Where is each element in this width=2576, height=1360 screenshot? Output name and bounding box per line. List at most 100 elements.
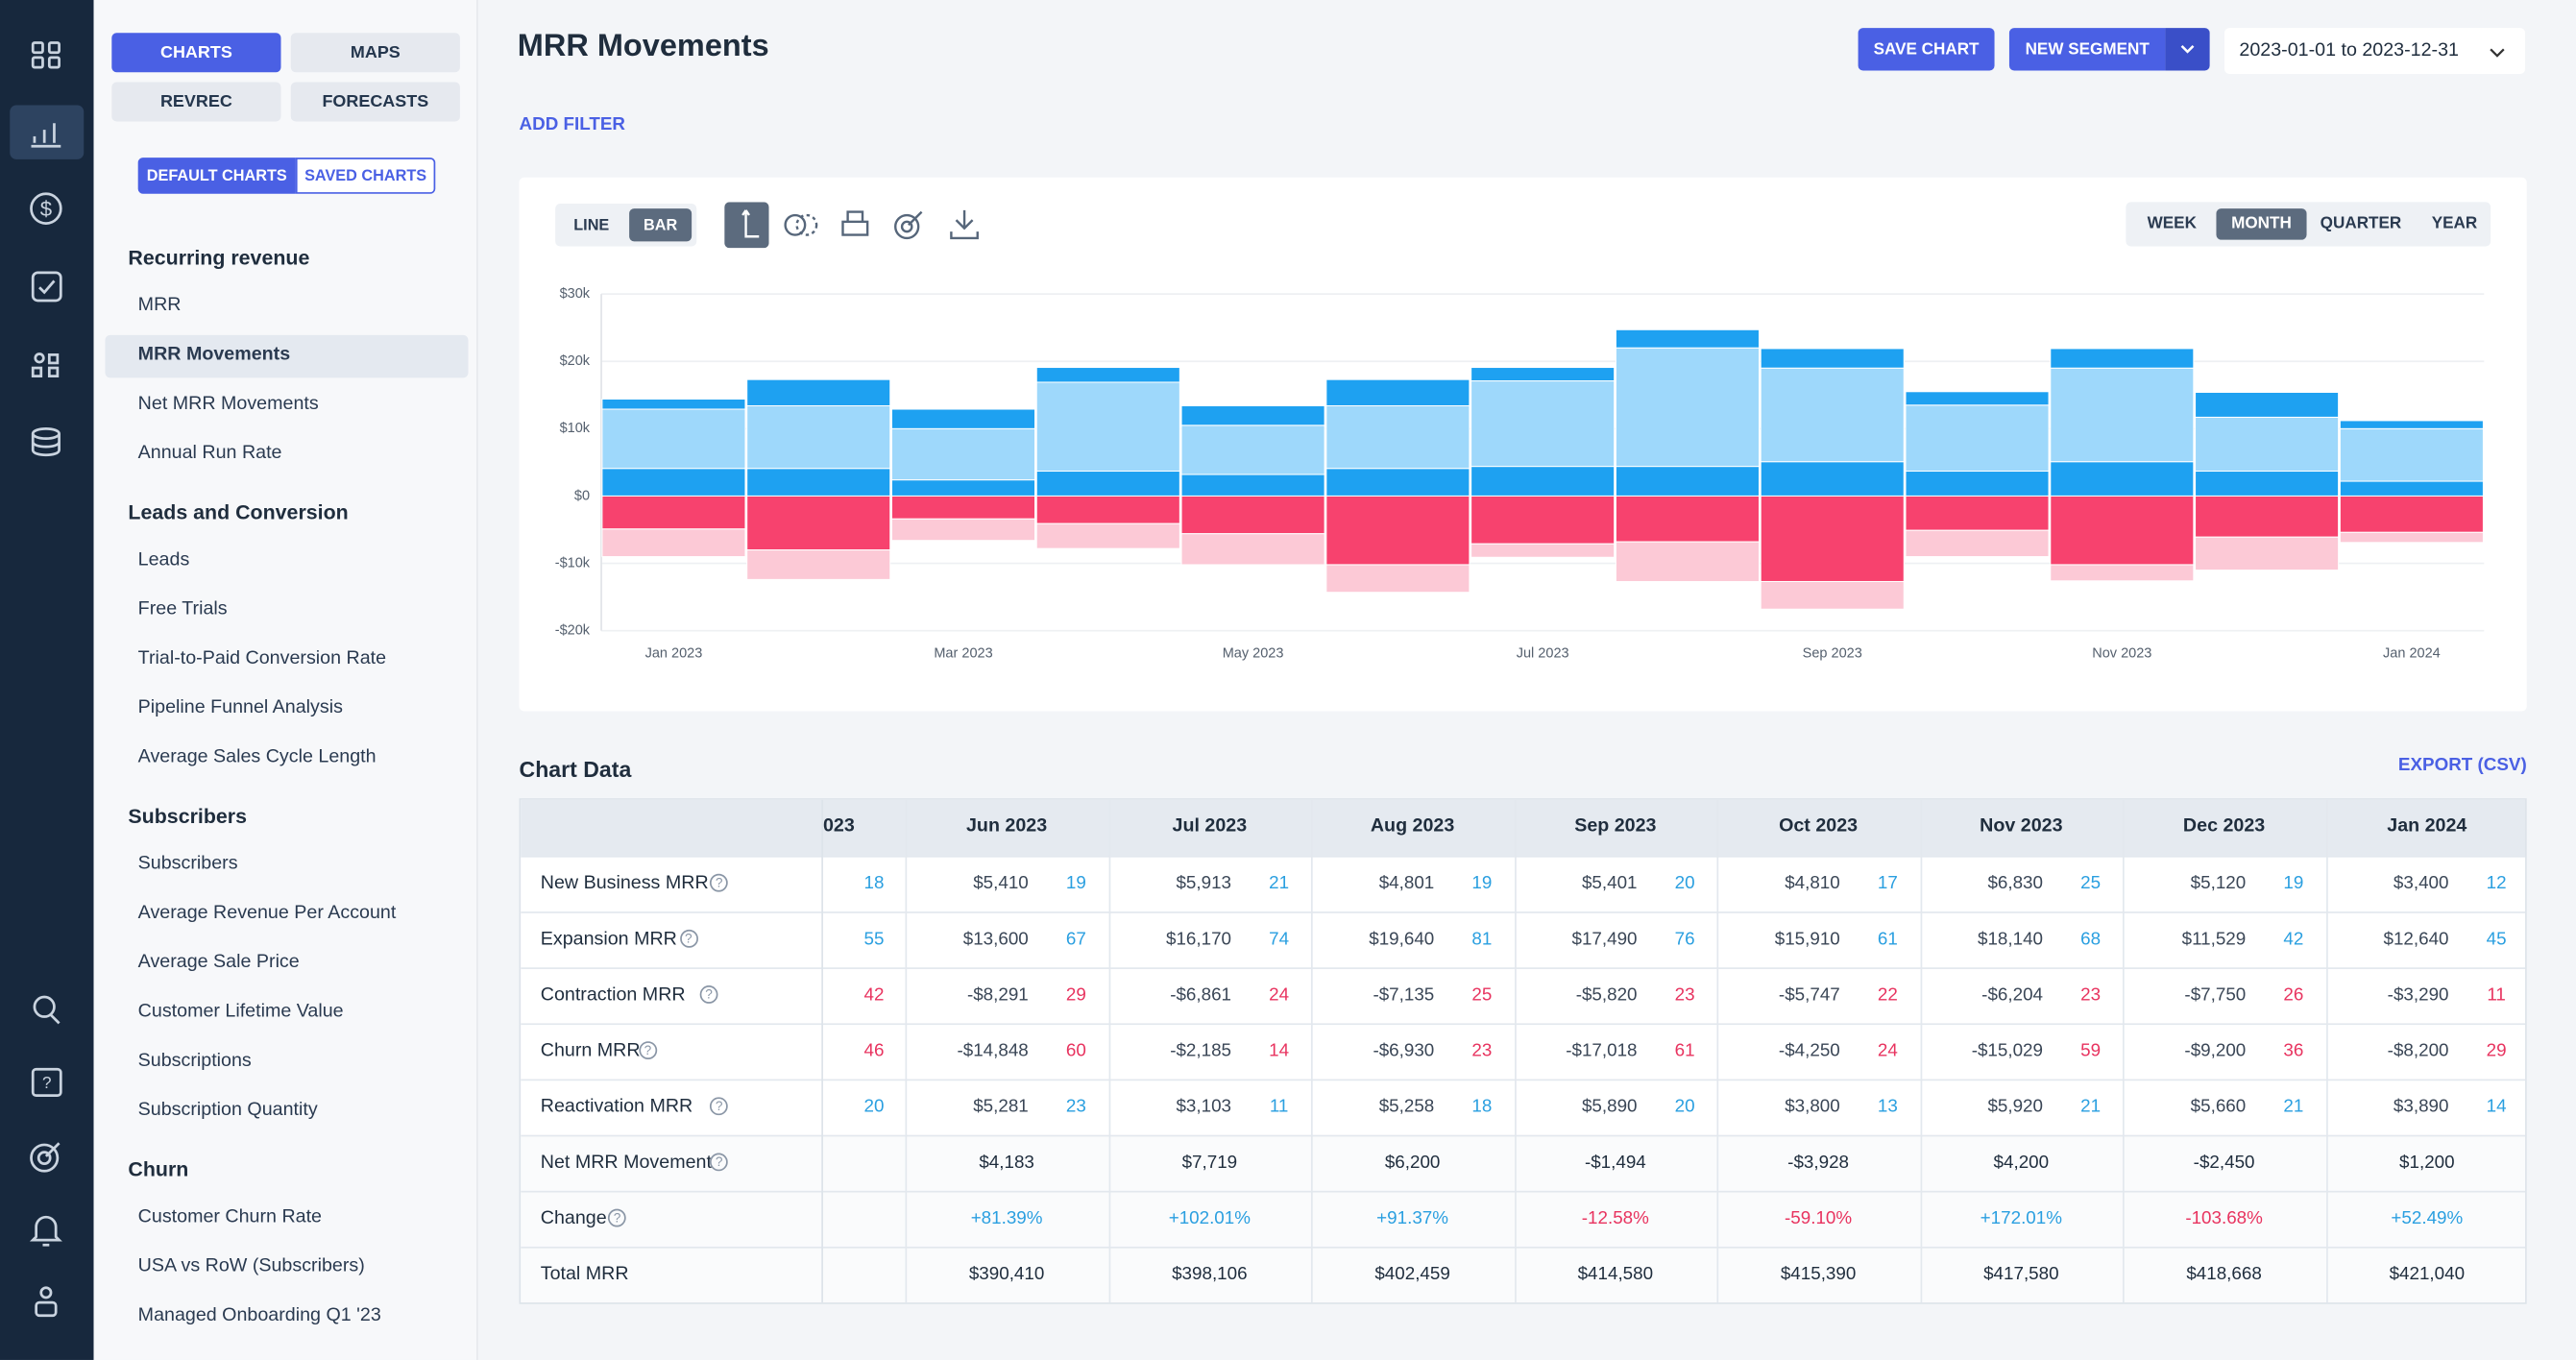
table-row (521, 1079, 2526, 1135)
export-link[interactable]: EXPORT (CSV) (2397, 755, 2527, 776)
cell-amount: $3,103 (1176, 1097, 1232, 1117)
help-icon[interactable]: ? (639, 1041, 657, 1060)
help-icon[interactable]: ? (710, 873, 729, 892)
period-option[interactable]: QUARTER (2320, 215, 2402, 233)
column-header: Dec 2023 (2182, 815, 2266, 837)
revenue-icon[interactable]: $ (30, 192, 62, 225)
row-count: 18 (863, 873, 885, 894)
chevron (2490, 48, 2505, 58)
chart-type-option[interactable]: LINE (573, 215, 610, 234)
row-label: Churn MRR (540, 1041, 641, 1061)
help-icon[interactable]: ? (679, 929, 698, 948)
active-icon-bg (10, 105, 85, 159)
cell-amount: -$8,200 (2387, 1041, 2449, 1061)
cell-count: 29 (2486, 1041, 2507, 1061)
nav-item[interactable]: MRR Movements (137, 345, 291, 365)
charts-icon[interactable] (31, 123, 61, 148)
period-option[interactable]: MONTH (2216, 208, 2307, 240)
column-header: Nov 2023 (1980, 815, 2063, 837)
column-header: Jan 2024 (2387, 815, 2467, 837)
search-icon[interactable] (33, 995, 61, 1025)
data-icon[interactable] (31, 426, 61, 457)
row-label: Total MRR (540, 1264, 629, 1285)
cell-count: 42 (2283, 929, 2304, 950)
nav-item[interactable]: Pipeline Funnel Analysis (137, 697, 343, 718)
nav-item[interactable]: USA vs RoW (Subscribers) (137, 1256, 365, 1276)
cell-value: -$3,928 (1787, 1153, 1850, 1174)
save-chart-button[interactable]: SAVE CHART (1858, 28, 1995, 71)
print-tool[interactable] (841, 210, 869, 236)
goal-tool[interactable] (894, 210, 923, 240)
cell-count: 67 (1065, 929, 1086, 950)
table-row (521, 911, 2526, 968)
segments-icon[interactable] (31, 352, 60, 377)
help-icon[interactable]: ? (710, 1097, 729, 1116)
goals-icon[interactable] (30, 1142, 61, 1173)
cell-amount: $5,401 (1581, 873, 1638, 894)
cell-value: $415,390 (1780, 1264, 1857, 1285)
cell-amount: $6,830 (1987, 873, 2044, 894)
nav-item[interactable]: Net MRR Movements (137, 394, 319, 414)
download-tool[interactable] (950, 209, 979, 240)
column-header: Oct 2023 (1779, 815, 1859, 837)
date-chevron (2488, 41, 2508, 71)
nav-tab[interactable]: CHARTS (111, 33, 281, 73)
cell-count: 17 (1877, 873, 1898, 894)
cell-count: 19 (1471, 873, 1493, 894)
nav-item[interactable]: Customer Churn Rate (137, 1206, 323, 1227)
nav-item[interactable]: MRR (137, 295, 182, 316)
nav-item[interactable]: Subscribers (137, 854, 238, 874)
period-option[interactable]: WEEK (2147, 215, 2197, 233)
add-filter-link[interactable]: ADD FILTER (519, 114, 625, 135)
nav-item[interactable]: Subscriptions (137, 1051, 252, 1071)
nav-tab[interactable]: REVREC (111, 82, 281, 122)
table-row (521, 1190, 2526, 1247)
nav-item[interactable]: Subscription Quantity (137, 1100, 318, 1121)
compare-tool[interactable] (784, 213, 818, 236)
help-icon[interactable]: ? (608, 1208, 627, 1227)
nav-item[interactable]: Annual Run Rate (137, 443, 282, 464)
cell-count: 22 (1877, 985, 1898, 1006)
nav-item[interactable]: Average Revenue Per Account (137, 903, 397, 924)
help-icon[interactable]: ? (699, 985, 718, 1004)
nav-tab[interactable]: FORECASTS (290, 82, 460, 122)
nav-item[interactable]: Customer Lifetime Value (137, 1002, 344, 1022)
cell-amount: -$17,018 (1566, 1041, 1638, 1061)
cell-amount: $4,810 (1785, 873, 1840, 894)
cell-value: $390,410 (968, 1264, 1045, 1285)
cell-amount: $3,800 (1785, 1097, 1840, 1117)
cell-amount: $12,640 (2383, 929, 2449, 950)
help-icon[interactable]: ? (710, 1153, 729, 1172)
chart-list-panel (93, 0, 478, 1360)
cell-amount: -$8,291 (966, 985, 1029, 1006)
profile-icon[interactable] (35, 1286, 58, 1318)
nav-item[interactable]: Average Sales Cycle Length (137, 747, 377, 767)
cell-amount: -$4,250 (1778, 1041, 1840, 1061)
cell-count: 68 (2080, 929, 2102, 950)
svg-text:$: $ (40, 197, 52, 221)
cell-amount: -$6,861 (1170, 985, 1232, 1006)
nav-item[interactable]: Managed Onboarding Q1 '23 (137, 1305, 381, 1326)
nav-tab[interactable]: MAPS (290, 33, 460, 73)
nav-item[interactable]: Free Trials (137, 599, 228, 619)
nav-item[interactable]: Trial-to-Paid Conversion Rate (137, 648, 387, 669)
cell-count: 36 (2283, 1041, 2304, 1061)
tasks-icon[interactable] (31, 271, 62, 303)
cell-amount: $17,490 (1571, 929, 1638, 950)
nav-item[interactable]: Leads (137, 549, 190, 571)
notifications-icon[interactable] (29, 1215, 62, 1247)
row-label: Net MRR Movement (540, 1153, 712, 1174)
cell-amount: -$5,820 (1575, 985, 1638, 1006)
date-range-select[interactable]: 2023-01-01 to 2023-12-31 (2224, 28, 2526, 74)
chart-type-option[interactable]: BAR (629, 208, 693, 242)
nav-item[interactable]: Average Sale Price (137, 952, 300, 973)
table-row (521, 1023, 2526, 1080)
view-toggle[interactable]: DEFAULT CHARTS (137, 158, 296, 194)
segment-dropdown[interactable] (2165, 28, 2210, 71)
view-toggle[interactable]: SAVED CHARTS (295, 158, 436, 194)
new-segment-button[interactable]: NEW SEGMENT (2008, 28, 2166, 71)
help-icon[interactable]: ? (31, 1067, 62, 1098)
period-option[interactable]: YEAR (2431, 215, 2478, 233)
apps-icon[interactable] (31, 41, 61, 69)
